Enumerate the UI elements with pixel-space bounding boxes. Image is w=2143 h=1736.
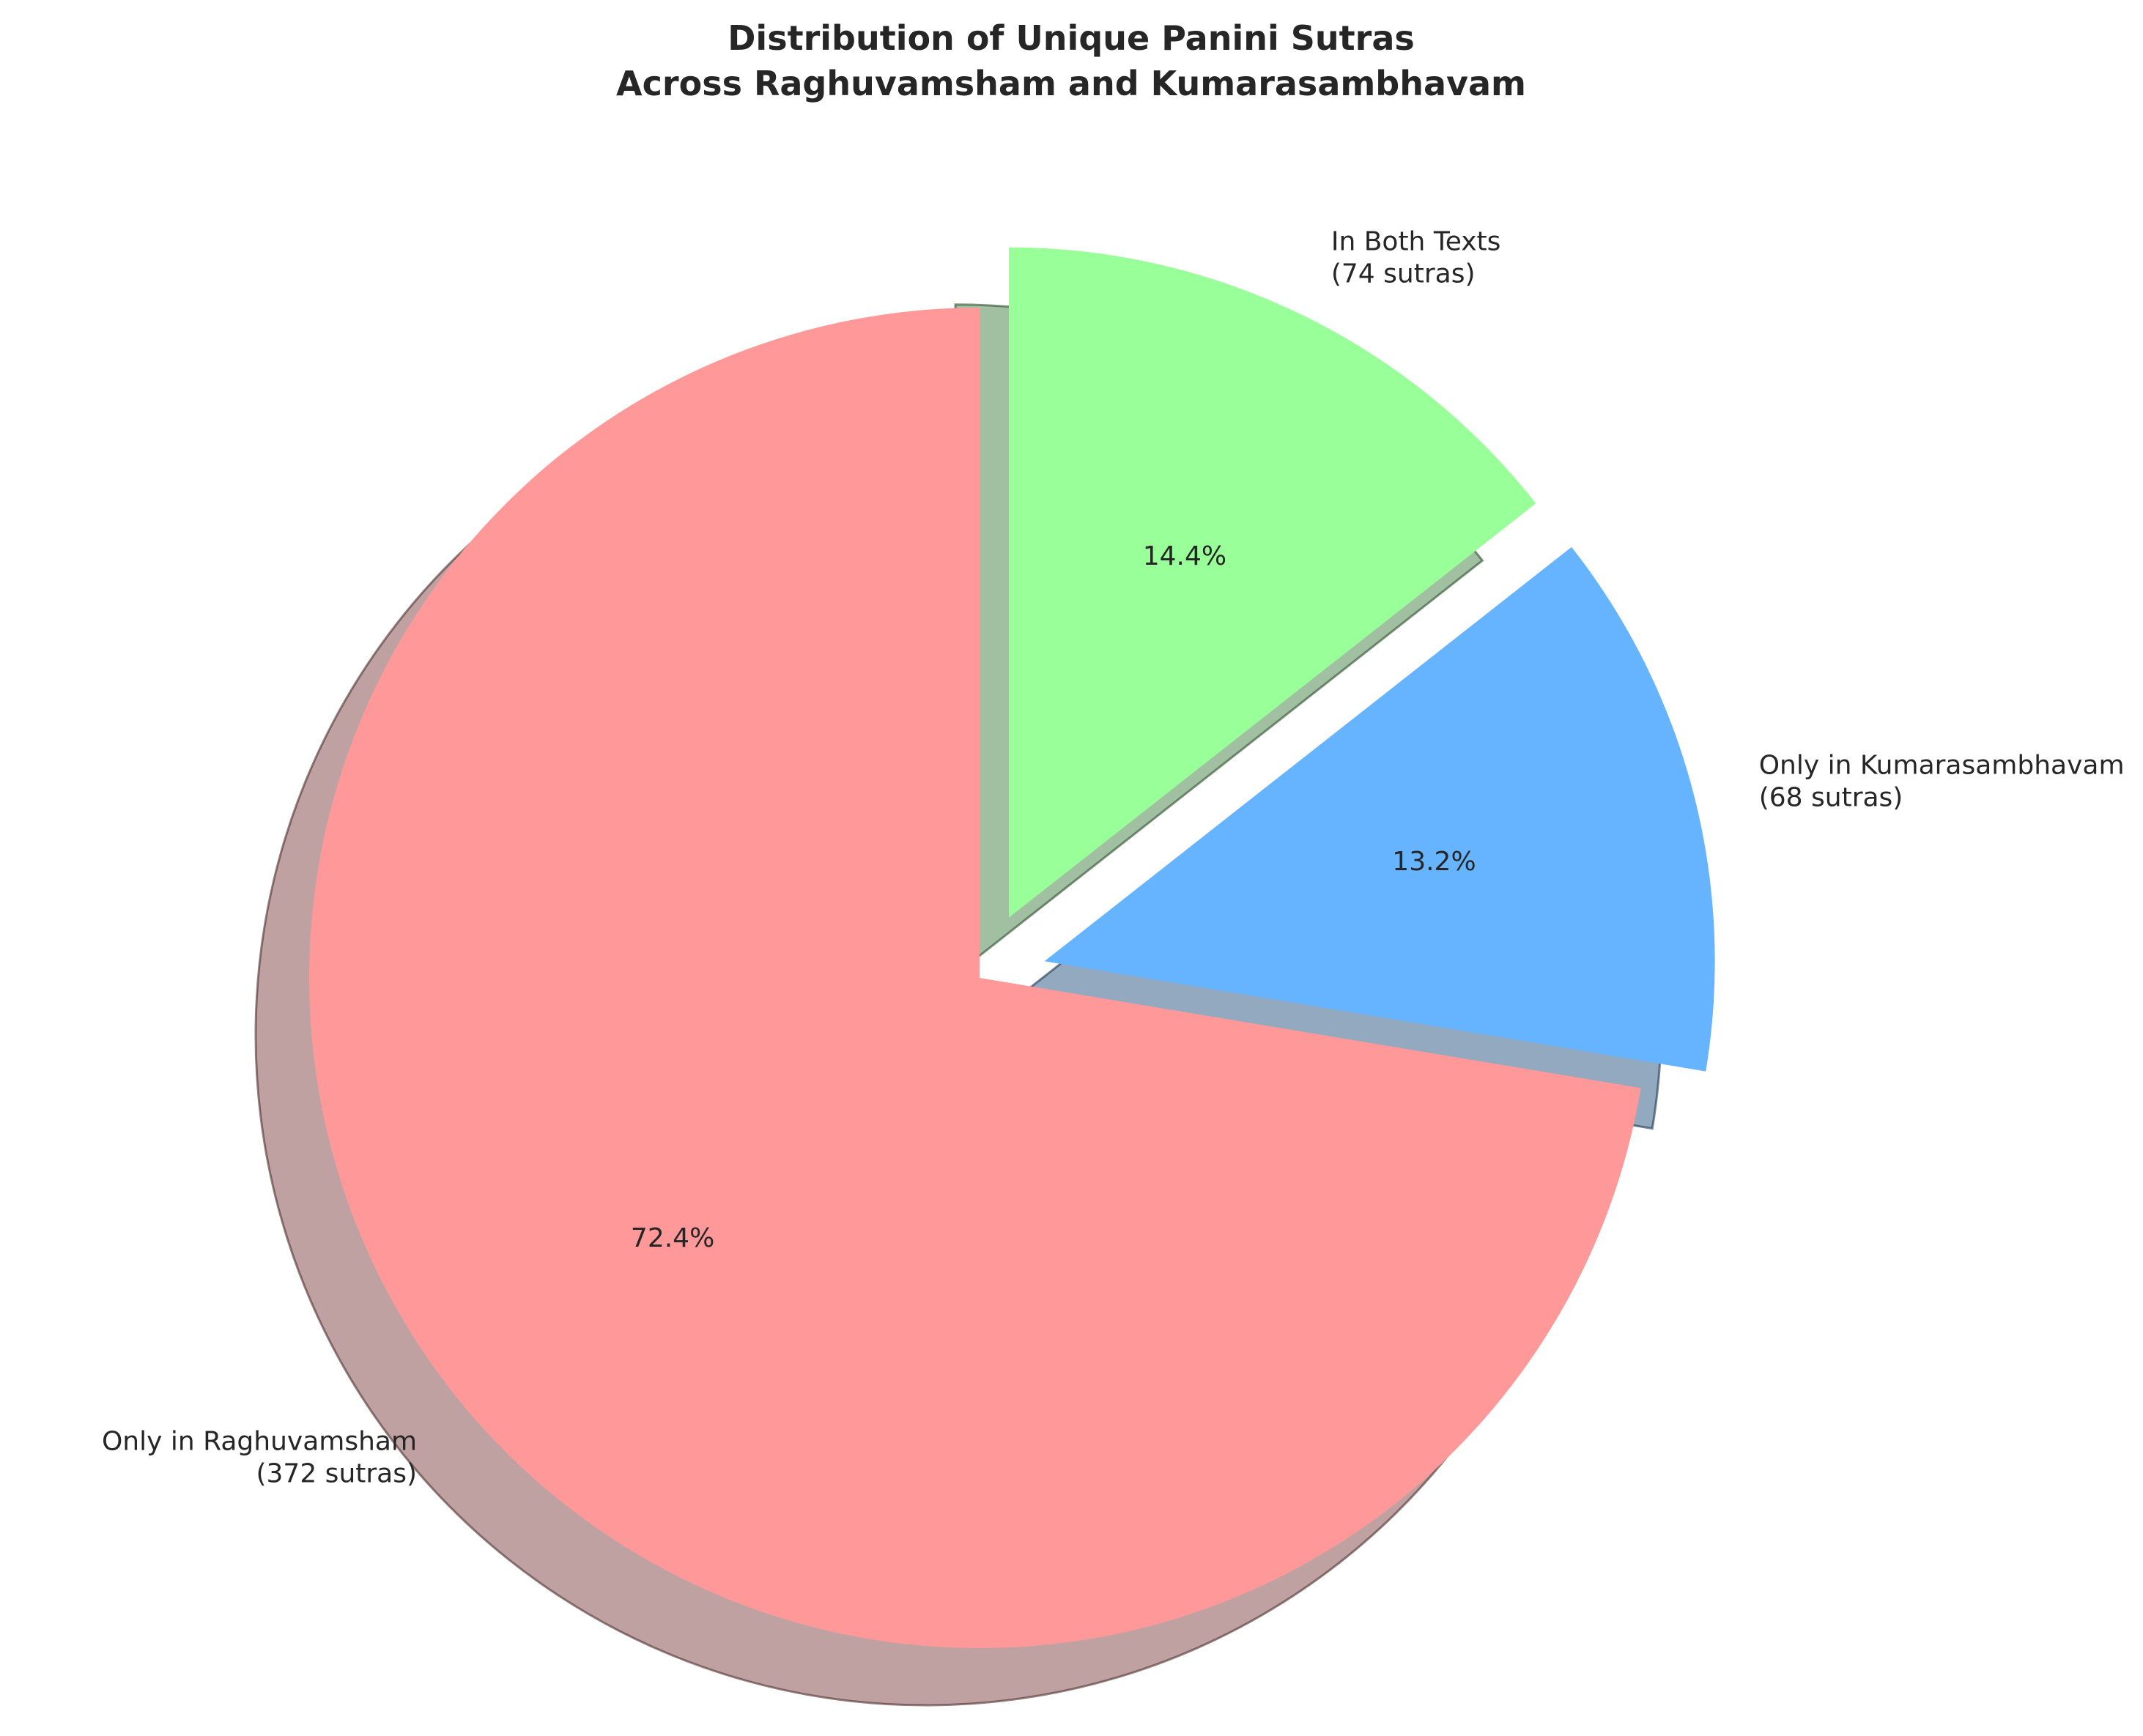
category-label-only-in-kumarasambhavam: Only in Kumarasambhavam (68 sutras) <box>1759 751 2125 813</box>
chart-title-line-1: Distribution of Unique Panini Sutras <box>728 18 1415 58</box>
slice-in-both-texts <box>1008 247 1536 918</box>
slice-only-in-kumarasambhavam <box>1044 546 1715 1072</box>
slice-labels: 72.4% Only in Raghuvamsham (372 sutras) 13.… <box>102 226 2125 1488</box>
percent-label-only-in-raghuvamsham: 72.4% <box>631 1223 714 1253</box>
percent-label-in-both-texts: 14.4% <box>1143 541 1226 571</box>
chart-title-line-2: Across Raghuvamsham and Kumarasambhavam <box>616 64 1526 103</box>
slice-only-in-raghuvamsham <box>309 308 1641 1648</box>
category-name-in-both-texts: In Both Texts <box>1331 226 1501 256</box>
category-name-only-in-kumarasambhavam: Only in Kumarasambhavam <box>1759 751 2125 781</box>
category-count-only-in-raghuvamsham: (372 sutras) <box>256 1459 417 1489</box>
percent-label-only-in-kumarasambhavam: 13.2% <box>1392 847 1476 877</box>
category-label-in-both-texts: In Both Texts (74 sutras) <box>1331 226 1501 289</box>
category-count-in-both-texts: (74 sutras) <box>1331 259 1476 289</box>
category-label-only-in-raghuvamsham: Only in Raghuvamsham (372 sutras) <box>102 1427 417 1489</box>
category-count-only-in-kumarasambhavam: (68 sutras) <box>1759 783 1903 813</box>
slices <box>309 247 1715 1648</box>
category-name-only-in-raghuvamsham: Only in Raghuvamsham <box>102 1427 417 1457</box>
